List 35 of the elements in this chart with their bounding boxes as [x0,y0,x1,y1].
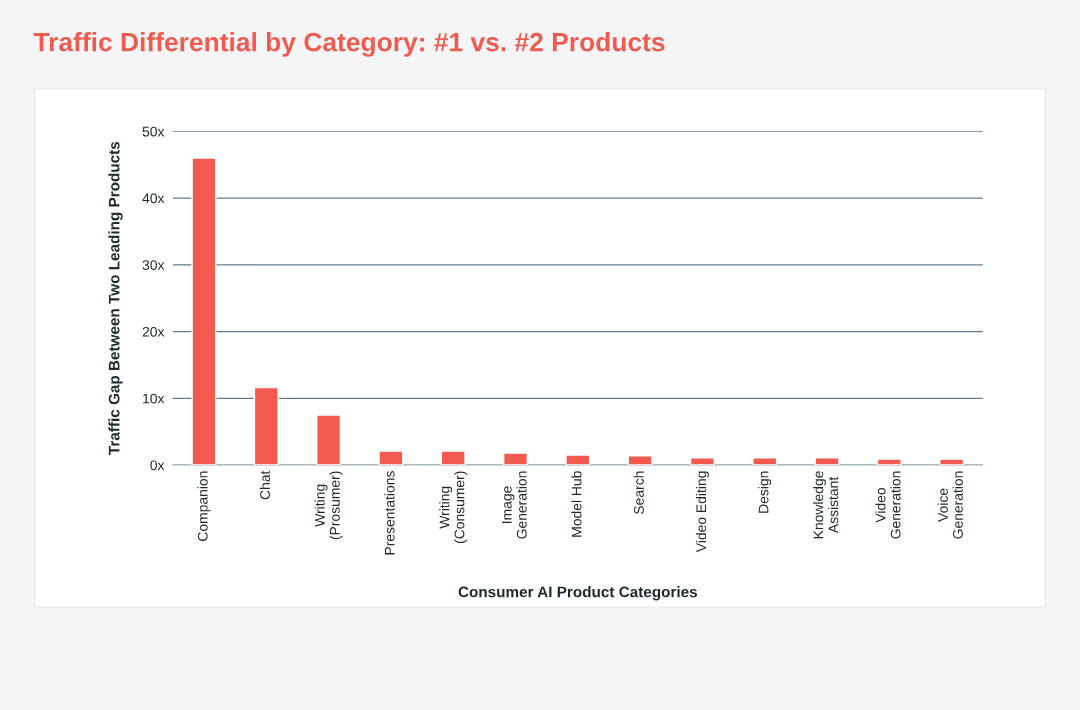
x-tick-label: Video Generation [875,471,901,539]
y-tick-label: 30x [142,260,165,270]
chart-title: Traffic Differential by Category: #1 vs. #2 Products [33,32,665,57]
bar [191,157,217,466]
x-tick-label: Companion [197,471,211,541]
y-tick-label: 40x [142,193,165,204]
bar [502,452,529,466]
y-tick-label: 0x [150,460,165,471]
x-tick-label: Presentations [384,471,395,555]
bar [689,457,715,466]
bar [814,457,840,466]
x-tick-label: Writing (Consumer) [439,471,468,544]
x-tick-label: Chat [259,470,270,500]
x-tick-label: Design [758,471,772,513]
bar [440,450,466,466]
bar [627,455,653,466]
y-tick-label: 20x [142,326,165,337]
bar [752,457,778,466]
bar [316,414,342,466]
bar [876,458,902,466]
x-tick-label: Video Editing [695,471,709,553]
x-tick-label: Search [633,471,644,514]
y-axis-title: Traffic Gap Between Two Leading Products [108,141,123,455]
y-tick-label: 10x [143,393,165,404]
x-axis-title: Consumer AI Product Categories [458,586,698,601]
bar [565,454,591,466]
x-tick-label: Writing (Prosumer) [314,471,343,540]
bar [253,386,279,466]
y-tick-label: 50x [142,126,165,137]
bar [939,458,965,466]
x-tick-label: Model Hub [571,471,582,537]
x-tick-label: Knowledge Assistant [813,471,839,539]
bar [378,450,404,466]
x-tick-label: Voice Generation [937,471,963,539]
x-tick-label: Image Generation [502,471,527,539]
